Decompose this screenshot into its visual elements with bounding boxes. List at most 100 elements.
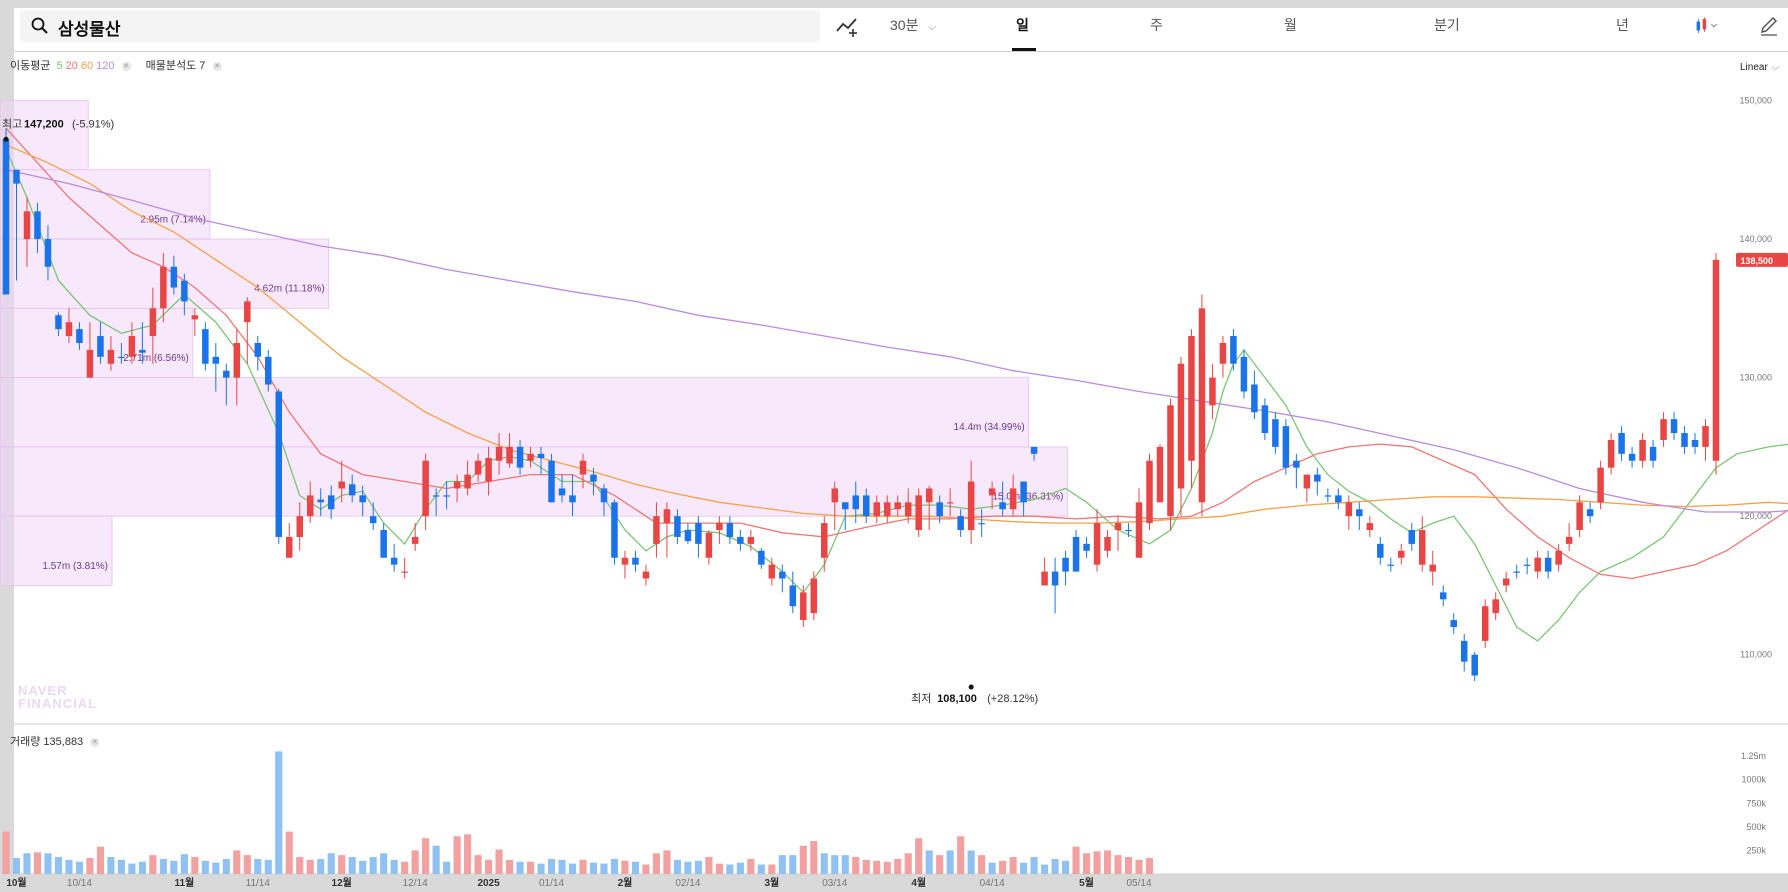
candle-body xyxy=(212,356,220,364)
candle-body xyxy=(1618,433,1625,454)
volume-bar xyxy=(1041,864,1049,874)
stock-search-box[interactable]: 삼성물산 xyxy=(20,10,820,42)
candle-body xyxy=(464,474,471,489)
candle-body xyxy=(1481,606,1489,641)
chevron-down-icon: ⌵ xyxy=(928,22,937,33)
candle-body xyxy=(831,488,839,503)
volume-tick-label: 750k xyxy=(1746,798,1766,808)
scale-mode-dropdown[interactable]: Linear ⌵ xyxy=(1740,62,1779,73)
chart-toolbar: 삼성물산 30분 ⌵ 일 주 월 분기 년 xyxy=(14,8,1788,52)
x-axis-tick-label: 04/14 xyxy=(980,878,1005,889)
volume-bar xyxy=(1124,857,1133,874)
pencil-icon[interactable] xyxy=(1756,14,1782,38)
volume-bar xyxy=(380,853,388,874)
volume-bar xyxy=(673,859,681,874)
volume-bar xyxy=(1103,850,1112,874)
volume-bar xyxy=(610,858,619,874)
candle-body xyxy=(1093,523,1101,565)
low-annotation-label: 최저 xyxy=(911,692,931,705)
volume-bar xyxy=(747,858,755,874)
candle-body xyxy=(296,516,303,537)
tab-week[interactable]: 주 xyxy=(1150,17,1163,33)
candle-body xyxy=(1314,474,1321,482)
x-axis-tick-label: 05/14 xyxy=(1126,878,1151,889)
candle-body xyxy=(1251,384,1258,413)
x-axis-tick-label: 2025 xyxy=(477,878,500,889)
candle-body xyxy=(2,139,10,295)
candle-body xyxy=(1261,405,1269,434)
close-profile-icon[interactable]: ✕ xyxy=(212,62,222,71)
candle-body xyxy=(202,329,209,364)
volume-bar xyxy=(589,862,598,874)
volume-bar xyxy=(579,859,587,874)
volume-profile-label: 4.62m (11.18%) xyxy=(254,284,324,295)
tab-day[interactable]: 일 xyxy=(1016,17,1029,33)
candle-body xyxy=(1009,488,1017,510)
volume-bar xyxy=(75,861,84,874)
candle-body xyxy=(1020,481,1027,503)
candle-body xyxy=(967,481,975,531)
candle-body xyxy=(128,336,136,357)
candle-body xyxy=(1460,640,1468,662)
volume-profile-label: 15.0m (36.31%) xyxy=(992,492,1063,503)
volume-bar xyxy=(663,850,671,874)
volume-bar xyxy=(212,862,220,874)
candle-body xyxy=(1408,530,1416,544)
candle-body xyxy=(842,502,849,510)
interval-dropdown[interactable]: 30분 ⌵ xyxy=(890,15,936,35)
candle-body xyxy=(862,495,870,517)
candle-body xyxy=(170,266,178,288)
ma-period-60: 60 xyxy=(80,60,94,72)
volume-bar xyxy=(33,852,42,874)
candle-body xyxy=(306,495,314,517)
volume-legend: 거래량 135,883 ✕ xyxy=(10,733,100,749)
volume-bar xyxy=(65,859,73,874)
volume-bar xyxy=(1030,857,1038,874)
x-axis-tick-label: 4월 xyxy=(911,877,926,889)
candlestick-type-icon[interactable] xyxy=(1694,14,1720,38)
candle-body xyxy=(852,495,860,510)
candle-body xyxy=(957,516,964,531)
close-ma-icon[interactable]: ✕ xyxy=(121,62,131,71)
volume-bar xyxy=(694,860,702,874)
tab-year[interactable]: 년 xyxy=(1616,17,1629,33)
volume-bar xyxy=(1135,859,1143,874)
search-query: 삼성물산 xyxy=(58,20,121,39)
volume-bar xyxy=(86,857,94,874)
candle-body xyxy=(978,523,985,525)
volume-bar xyxy=(862,859,870,874)
candle-body xyxy=(1135,502,1143,558)
volume-profile-label: 2.95m (7.14%) xyxy=(140,214,206,225)
candle-body xyxy=(873,502,880,517)
watermark-line-2: FINANCIAL xyxy=(18,696,98,711)
candle-body xyxy=(1146,460,1153,524)
close-volume-icon[interactable]: ✕ xyxy=(90,738,100,747)
volume-bar xyxy=(768,864,776,874)
candle-body xyxy=(1387,564,1395,566)
candle-body xyxy=(485,457,492,482)
add-indicator-icon[interactable] xyxy=(834,14,860,38)
candle-body xyxy=(149,308,157,337)
candle-body xyxy=(275,391,283,537)
candle-body xyxy=(223,370,230,378)
volume-bar xyxy=(1114,855,1122,874)
volume-bar xyxy=(799,845,807,874)
candle-body xyxy=(13,169,20,184)
candle-body xyxy=(118,356,125,359)
volume-bar xyxy=(12,857,21,874)
volume-tick-label: 500k xyxy=(1746,822,1766,832)
volume-bar xyxy=(757,864,765,874)
tab-quarter[interactable]: 분기 xyxy=(1434,17,1460,33)
candle-body xyxy=(1335,495,1342,503)
candle-body xyxy=(1072,536,1080,572)
candle-body xyxy=(946,502,954,504)
volume-bar xyxy=(652,853,660,874)
volume-bar xyxy=(705,857,713,874)
volume-bar xyxy=(526,861,535,874)
candle-body xyxy=(107,349,115,364)
candle-body xyxy=(1419,530,1426,565)
tab-month[interactable]: 월 xyxy=(1284,17,1297,33)
volume-bar xyxy=(432,845,440,874)
volume-bar xyxy=(264,859,272,874)
